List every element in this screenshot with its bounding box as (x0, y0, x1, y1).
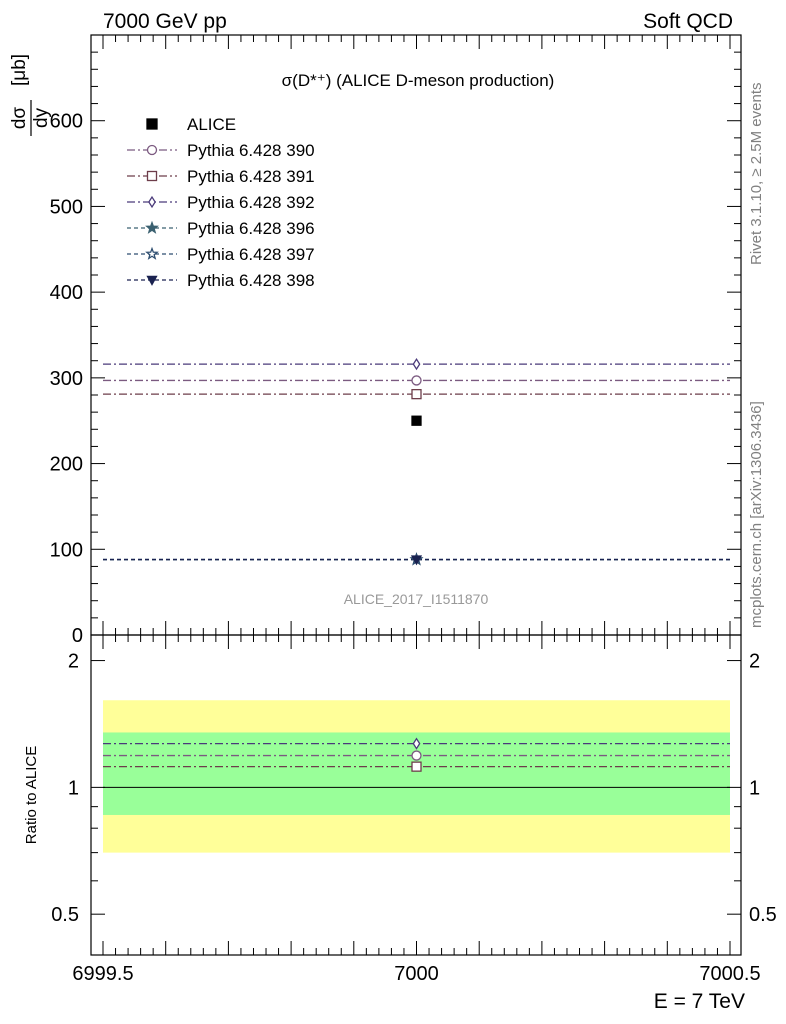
ratio-y-label: Ratio to ALICE (23, 746, 40, 844)
y-tick-label: 0 (72, 625, 83, 647)
legend-marker-3 (148, 195, 156, 209)
legend-marker-4 (145, 220, 159, 234)
analysis-tag: ALICE_2017_I1511870 (344, 591, 489, 607)
rivet-label: Rivet 3.1.10, ≥ 2.5M events (748, 83, 765, 266)
legend-entry-1: Pythia 6.428 390 (187, 141, 315, 160)
y-tick-label: 500 (50, 196, 83, 218)
data-point-2 (411, 388, 422, 400)
ratio-axes: 0.5 0.5 1 1 2 2 6999.5 7000 7000.5 (51, 634, 777, 985)
legend-marker-2 (146, 170, 158, 182)
y-label-unit: [μb] (9, 54, 30, 86)
legend-marker-6 (146, 275, 158, 286)
data-point-0 (411, 415, 422, 426)
x-tick-label: 6999.5 (72, 963, 133, 985)
y-tick-label: 300 (50, 368, 83, 390)
ratio-y-tick-label: 2 (68, 651, 79, 673)
legend-entry-5: Pythia 6.428 397 (187, 245, 315, 264)
mcplots-label: mcplots.cern.ch [arXiv:1306.3436] (748, 401, 765, 628)
ratio-y-tick-label: 0.5 (51, 904, 79, 926)
main-panel: 0 100 200 300 400 500 600 σ(D*⁺) (ALICE D-meso… (9, 34, 742, 647)
ratio-point-2 (412, 737, 421, 750)
y-label-numerator: dσ (9, 107, 30, 130)
main-plot-area (103, 357, 730, 566)
y-tick-label: 200 (50, 454, 83, 476)
main-axes: 0 100 200 300 400 500 600 (50, 34, 742, 647)
ratio-y-tick-label-right: 2 (749, 651, 760, 673)
x-tick-label: 7000 (394, 963, 439, 985)
header-right: Soft QCD (643, 10, 733, 33)
legend-marker-0 (146, 118, 158, 130)
legend-entry-6: Pythia 6.428 398 (187, 271, 315, 290)
chart-title: σ(D*⁺) (ALICE D-meson production) (282, 71, 555, 90)
legend-marker-1 (146, 144, 158, 156)
ratio-panel: 0.5 0.5 1 1 2 2 6999.5 7000 7000.5 Ratio to ALIC… (23, 634, 777, 1013)
legend: ALICE Pythia 6.428 390 Pythia 6.428 391 Pyt… (127, 115, 315, 290)
header-left: 7000 GeV pp (103, 10, 227, 33)
legend-entry-3: Pythia 6.428 392 (187, 193, 315, 212)
x-tick-label: 7000.5 (699, 963, 760, 985)
x-axis-label: E = 7 TeV (654, 990, 745, 1013)
ratio-point-1 (411, 761, 422, 772)
legend-entry-2: Pythia 6.428 391 (187, 167, 315, 186)
legend-marker-5 (145, 246, 159, 260)
ratio-point-0 (411, 750, 422, 761)
y-tick-label: 400 (50, 282, 83, 304)
data-point-3 (412, 357, 421, 371)
data-point-6 (410, 555, 423, 566)
ratio-plot-area (103, 700, 730, 853)
y-label-denominator: dy (31, 107, 52, 128)
ratio-y-tick-label: 1 (68, 777, 79, 799)
legend-entry-0: ALICE (187, 115, 236, 134)
data-point-1 (411, 375, 422, 386)
y-tick-label: 600 (50, 111, 83, 133)
y-tick-label: 100 (50, 539, 83, 561)
y-axis-label: dσ dy [μb] (9, 54, 52, 136)
ratio-y-tick-label-right: 1 (749, 777, 760, 799)
ratio-y-tick-label-right: 0.5 (749, 904, 777, 926)
legend-entry-4: Pythia 6.428 396 (187, 219, 315, 238)
